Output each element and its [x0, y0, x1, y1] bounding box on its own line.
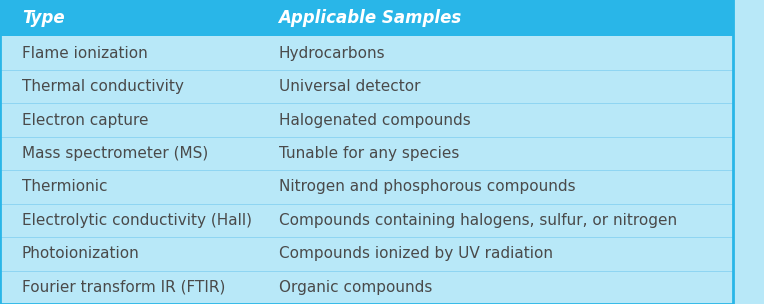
- Text: Type: Type: [22, 9, 65, 27]
- Text: Photoionization: Photoionization: [22, 246, 140, 261]
- Text: Compounds ionized by UV radiation: Compounds ionized by UV radiation: [279, 246, 552, 261]
- Bar: [0, 0, 733, 36]
- Text: Mass spectrometer (MS): Mass spectrometer (MS): [22, 146, 209, 161]
- Text: Organic compounds: Organic compounds: [279, 280, 432, 295]
- Text: Halogenated compounds: Halogenated compounds: [279, 112, 471, 128]
- Text: Compounds containing halogens, sulfur, or nitrogen: Compounds containing halogens, sulfur, o…: [279, 213, 677, 228]
- Text: Nitrogen and phosphorous compounds: Nitrogen and phosphorous compounds: [279, 179, 575, 195]
- Text: Applicable Samples: Applicable Samples: [279, 9, 461, 27]
- Text: Electrolytic conductivity (Hall): Electrolytic conductivity (Hall): [22, 213, 252, 228]
- Text: Electron capture: Electron capture: [22, 112, 148, 128]
- Text: Tunable for any species: Tunable for any species: [279, 146, 459, 161]
- Text: Hydrocarbons: Hydrocarbons: [279, 46, 385, 61]
- Text: Flame ionization: Flame ionization: [22, 46, 147, 61]
- Text: Thermionic: Thermionic: [22, 179, 108, 195]
- Text: Fourier transform IR (FTIR): Fourier transform IR (FTIR): [22, 280, 225, 295]
- Text: Thermal conductivity: Thermal conductivity: [22, 79, 184, 94]
- Text: Universal detector: Universal detector: [279, 79, 420, 94]
